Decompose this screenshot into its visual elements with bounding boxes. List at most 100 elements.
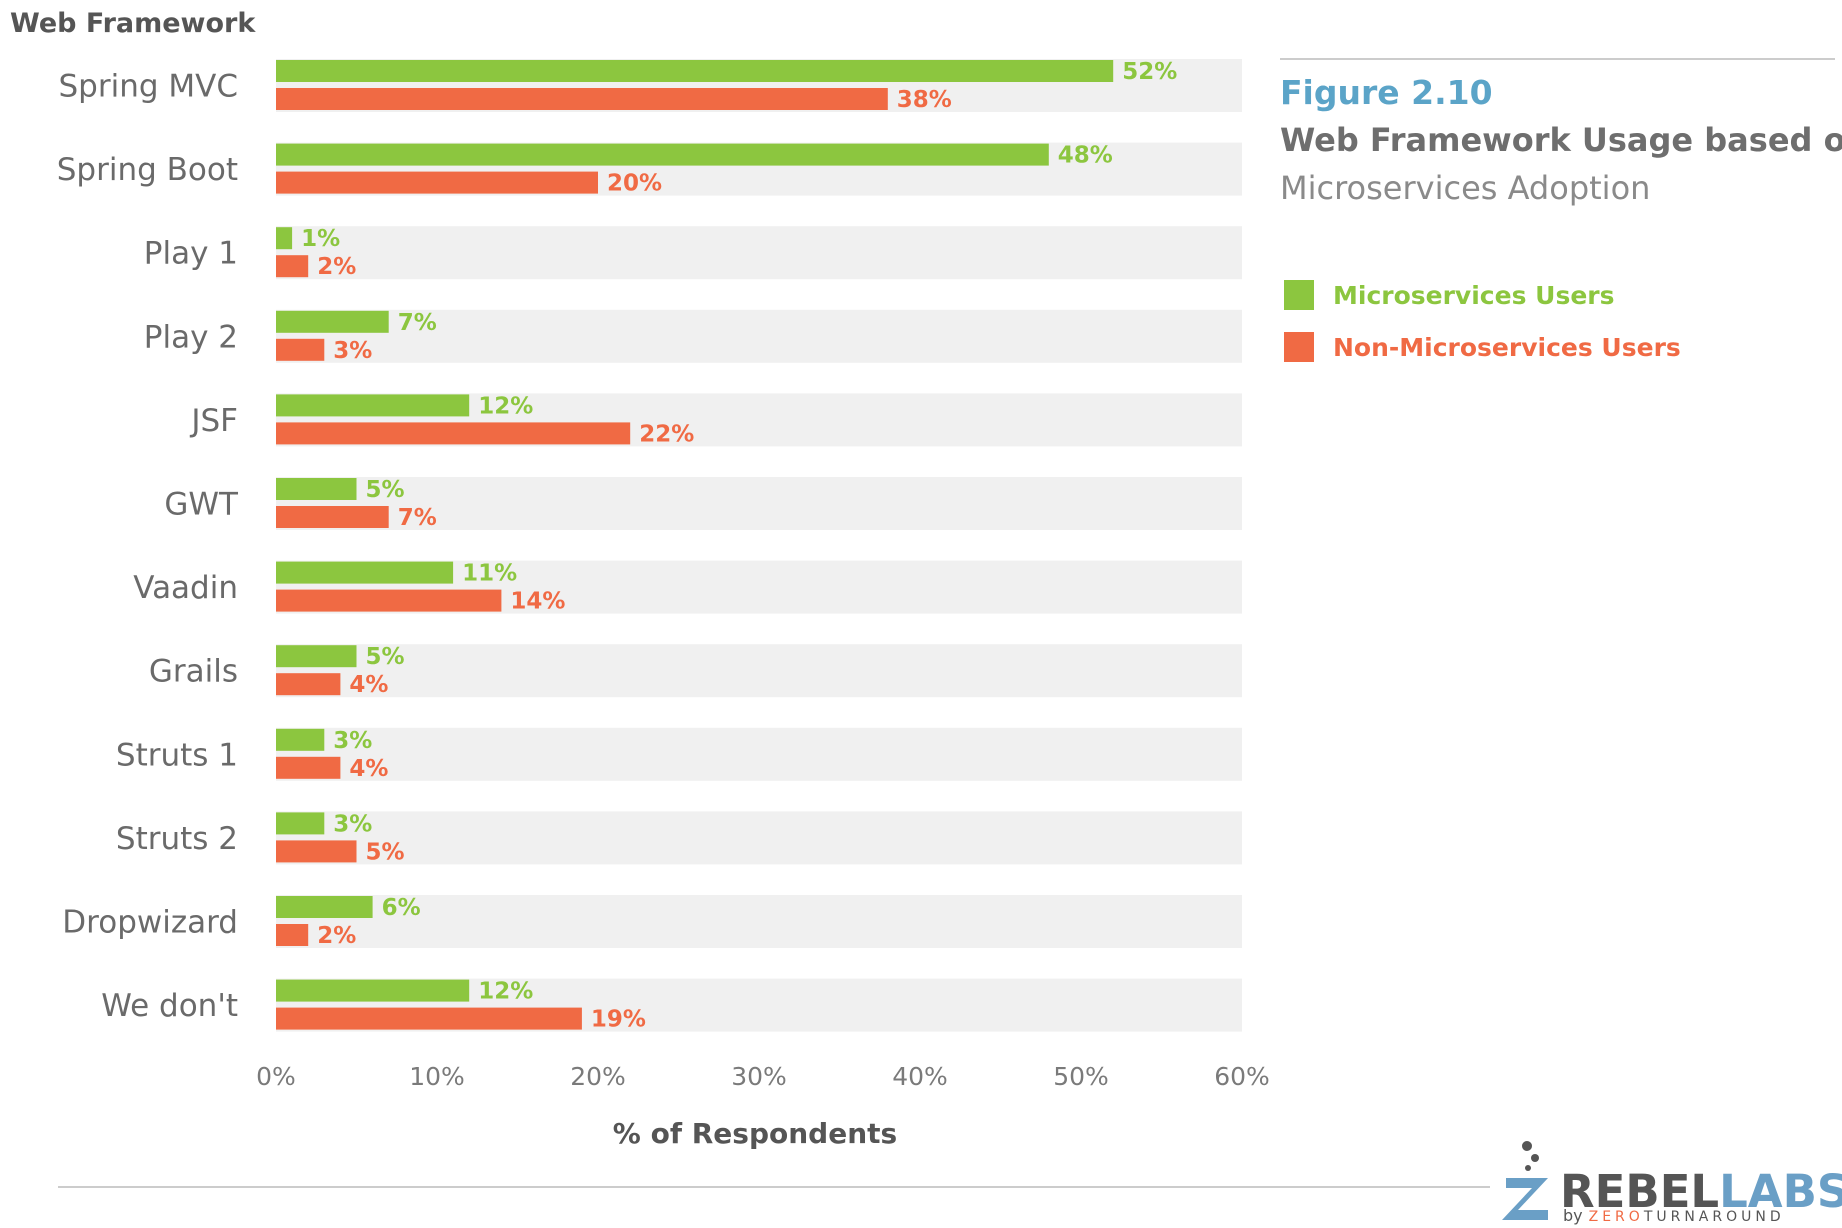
non-micro-value-gwt: 7% <box>398 505 437 531</box>
non-micro-bar-play-1 <box>276 255 309 278</box>
non-micro-value-spring-boot: 20% <box>607 171 662 197</box>
row-bg-struts-1 <box>276 727 1242 781</box>
micro-bar-struts-1 <box>276 728 325 751</box>
x-tick-50: 50% <box>1053 1062 1109 1091</box>
category-labels: Spring MVC Spring Boot Play 1 Play 2 JSF GWT V… <box>57 69 239 1025</box>
category-label-spring-boot: Spring Boot <box>57 152 238 188</box>
micro-value-dropwizard: 6% <box>382 895 421 921</box>
category-label-vaadin: Vaadin <box>133 570 238 606</box>
logo-labs: LABS <box>1719 1165 1842 1218</box>
figure-number: Figure 2.10 <box>1280 73 1493 112</box>
logo-turnaround: TURNAROUND <box>1643 1209 1785 1225</box>
category-label-struts-2: Struts 2 <box>116 821 238 857</box>
non-micro-bar-grails <box>276 673 341 696</box>
x-axis-title: % of Respondents <box>613 1117 897 1150</box>
micro-bar-dropwizard <box>276 896 373 918</box>
non-micro-bar-dropwizard <box>276 924 309 946</box>
micro-value-play-1: 1% <box>301 226 340 252</box>
non-micro-value-dropwizard: 2% <box>317 923 356 949</box>
figure-title: Web Framework Usage based on <box>1280 121 1842 159</box>
category-label-play-1: Play 1 <box>144 236 238 272</box>
row-bg-grails <box>276 644 1242 698</box>
micro-bar-spring-boot <box>276 143 1049 166</box>
non-micro-bar-vaadin <box>276 589 502 612</box>
micro-value-vaadin: 11% <box>462 561 517 587</box>
micro-value-gwt: 5% <box>366 477 405 503</box>
x-tick-10: 10% <box>409 1062 465 1091</box>
non-micro-bar-spring-boot <box>276 171 598 194</box>
value-labels: 52%38%48%20%1%2%7%3%12%22%5%7%11%14%5%4%… <box>301 59 1177 1033</box>
logo-by: by <box>1563 1206 1583 1225</box>
micro-bar-we-don-t <box>276 979 470 1002</box>
logo-wordmark: REBELLABS <box>1560 1165 1842 1218</box>
logo-rebel: REBEL <box>1560 1165 1719 1218</box>
legend-swatch-non-micro <box>1284 332 1314 362</box>
row-bg-struts-2 <box>276 811 1242 865</box>
micro-bar-play-2 <box>276 310 389 333</box>
logo-zero: ZERO <box>1589 1209 1644 1225</box>
x-tick-0: 0% <box>256 1062 296 1091</box>
category-label-play-2: Play 2 <box>144 319 238 355</box>
non-micro-value-play-2: 3% <box>333 338 372 364</box>
non-micro-value-struts-2: 5% <box>366 839 405 865</box>
row-bg-play-2 <box>276 309 1242 363</box>
legend-swatch-micro <box>1284 280 1314 310</box>
micro-value-spring-boot: 48% <box>1058 143 1113 169</box>
x-tick-60: 60% <box>1214 1062 1270 1091</box>
legend-label-non-micro: Non-Microservices Users <box>1333 333 1681 362</box>
micro-bar-play-1 <box>276 227 293 250</box>
bars <box>276 60 1114 1030</box>
category-axis-header: Web Framework <box>10 8 256 39</box>
category-label-grails: Grails <box>149 654 238 690</box>
x-tick-30: 30% <box>731 1062 787 1091</box>
category-label-we-don-t: We don't <box>101 988 238 1024</box>
micro-bar-spring-mvc <box>276 60 1114 82</box>
x-tick-40: 40% <box>892 1062 948 1091</box>
row-bg-gwt <box>276 477 1242 530</box>
non-micro-bar-struts-2 <box>276 840 357 863</box>
logo-flask-icon <box>1502 1178 1548 1220</box>
legend: Microservices Users Non-Microservices Us… <box>1284 280 1681 362</box>
micro-value-we-don-t: 12% <box>478 979 533 1005</box>
x-tick-20: 20% <box>570 1062 626 1091</box>
non-micro-value-spring-mvc: 38% <box>897 87 952 113</box>
non-micro-value-play-1: 2% <box>317 254 356 280</box>
micro-bar-vaadin <box>276 561 454 584</box>
figure-subtitle: Microservices Adoption <box>1280 169 1650 207</box>
non-micro-value-we-don-t: 19% <box>591 1007 646 1033</box>
micro-value-struts-1: 3% <box>333 728 372 754</box>
row-backgrounds <box>276 59 1242 1032</box>
micro-bar-grails <box>276 645 357 668</box>
category-label-struts-1: Struts 1 <box>116 737 238 773</box>
micro-value-struts-2: 3% <box>333 811 372 837</box>
row-bg-play-1 <box>276 226 1242 280</box>
micro-value-spring-mvc: 52% <box>1122 59 1177 85</box>
logo-dot-1 <box>1522 1141 1532 1151</box>
micro-value-play-2: 7% <box>398 310 437 336</box>
category-label-jsf: JSF <box>189 403 238 439</box>
x-axis-ticks: 0% 10% 20% 30% 40% 50% 60% <box>256 1062 1270 1091</box>
legend-label-micro: Microservices Users <box>1333 281 1615 310</box>
non-micro-bar-play-2 <box>276 338 325 361</box>
non-micro-bar-gwt <box>276 506 389 528</box>
micro-value-grails: 5% <box>366 644 405 670</box>
logo-dot-3 <box>1525 1165 1531 1171</box>
non-micro-bar-spring-mvc <box>276 88 888 110</box>
category-label-gwt: GWT <box>164 487 239 523</box>
micro-bar-struts-2 <box>276 812 325 835</box>
non-micro-bar-struts-1 <box>276 756 341 779</box>
category-label-dropwizard: Dropwizard <box>62 905 238 941</box>
non-micro-bar-we-don-t <box>276 1007 582 1030</box>
rebellabs-logo: REBELLABS by ZEROTURNAROUND <box>1502 1141 1842 1225</box>
non-micro-value-vaadin: 14% <box>510 589 565 615</box>
logo-dot-2 <box>1531 1154 1539 1162</box>
micro-bar-jsf <box>276 394 470 417</box>
non-micro-value-struts-1: 4% <box>349 756 388 782</box>
category-label-spring-mvc: Spring MVC <box>59 69 239 105</box>
non-micro-value-grails: 4% <box>349 672 388 698</box>
row-bg-dropwizard <box>276 895 1242 948</box>
non-micro-bar-jsf <box>276 422 631 445</box>
logo-byline: by ZEROTURNAROUND <box>1563 1206 1785 1225</box>
non-micro-value-jsf: 22% <box>639 421 694 447</box>
